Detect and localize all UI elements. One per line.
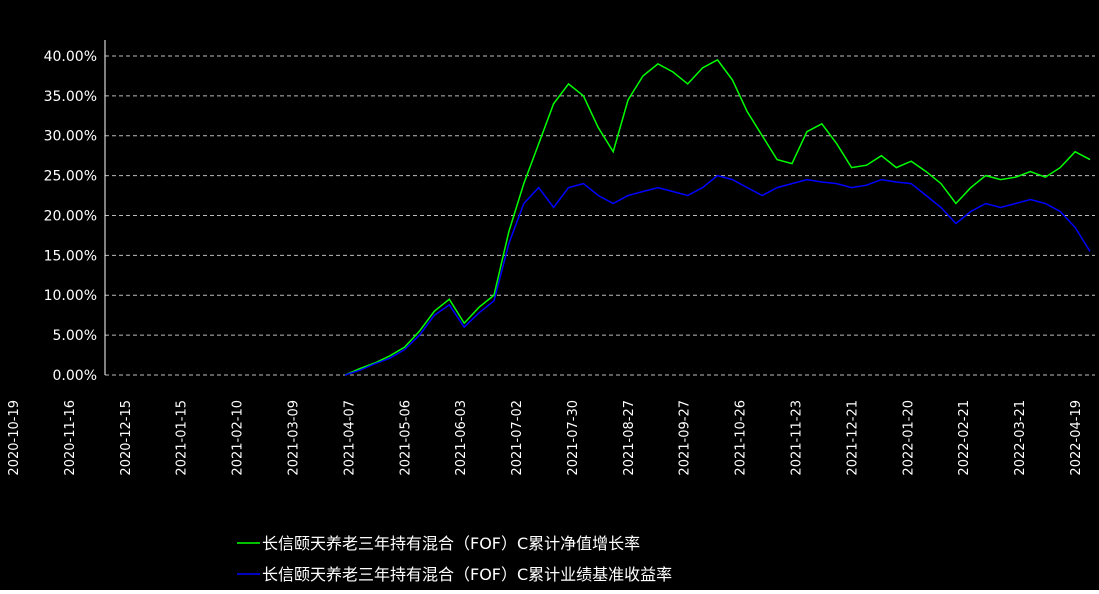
x-axis-ticks: 2020-10-19 2020-11-16 2020-12-15 2021-01-15…: [7, 400, 1084, 476]
x-tick-label: 2021-10-26: [734, 400, 749, 476]
y-tick-label: 30.00%: [44, 129, 97, 145]
x-tick-label: 2021-03-09: [287, 400, 302, 476]
y-tick-label: 10.00%: [44, 288, 97, 304]
x-tick-label: 2022-03-21: [1013, 400, 1028, 476]
series-line: [344, 58, 1091, 376]
series-lines: [344, 58, 1091, 376]
y-tick-label: 35.00%: [44, 89, 97, 105]
x-tick-label: 2021-01-15: [175, 400, 190, 476]
x-tick-label: 2021-12-21: [845, 400, 860, 476]
x-tick-label: 2021-07-30: [566, 400, 581, 476]
y-tick-label: 0.00%: [53, 368, 97, 384]
x-tick-label: 2021-11-23: [790, 400, 805, 476]
x-tick-label: 2020-12-15: [119, 400, 134, 476]
x-tick-label: 2022-04-19: [1069, 400, 1084, 476]
x-tick-label: 2021-08-27: [622, 400, 637, 476]
y-tick-label: 5.00%: [53, 328, 97, 344]
grid-lines: [104, 40, 1095, 376]
x-tick-label: 2021-06-03: [454, 400, 469, 476]
x-tick-label: 2021-07-02: [510, 400, 525, 476]
y-tick-label: 25.00%: [44, 169, 97, 185]
y-tick-label: 40.00%: [44, 49, 97, 65]
x-tick-label: 2020-11-16: [63, 400, 78, 476]
y-tick-label: 20.00%: [44, 208, 97, 224]
x-tick-label: 2022-01-20: [901, 400, 916, 476]
series-line: [344, 174, 1091, 376]
legend-label: 长信颐天养老三年持有混合（FOF）C累计净值增长率: [262, 534, 640, 553]
x-tick-label: 2020-10-19: [7, 400, 22, 476]
x-tick-label: 2021-04-07: [342, 400, 357, 476]
legend: 长信颐天养老三年持有混合（FOF）C累计净值增长率长信颐天养老三年持有混合（FO…: [237, 534, 672, 584]
x-tick-label: 2021-09-27: [678, 400, 693, 476]
legend-label: 长信颐天养老三年持有混合（FOF）C累计业绩基准收益率: [262, 565, 672, 584]
x-tick-label: 2021-05-06: [398, 400, 413, 476]
y-tick-label: 15.00%: [44, 248, 97, 264]
y-axis-ticks: 0.00% 5.00% 10.00% 15.00% 20.00% 25.00% 30.00%…: [44, 49, 97, 384]
x-tick-label: 2021-02-10: [231, 400, 246, 476]
x-tick-label: 2022-02-21: [957, 400, 972, 476]
